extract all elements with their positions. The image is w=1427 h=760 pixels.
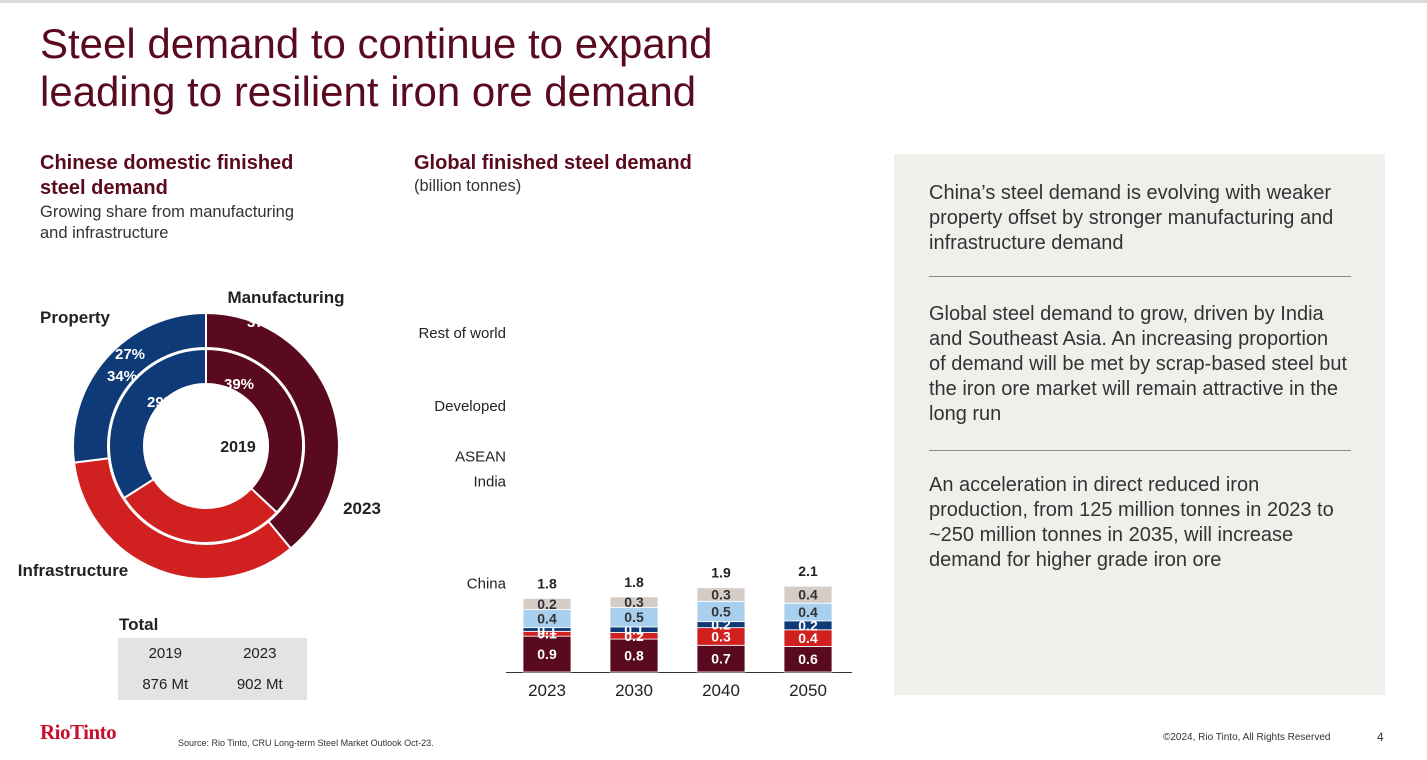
bar-value-label-2023-china: 0.9: [537, 646, 557, 662]
rio-tinto-logo: RioTinto: [40, 720, 117, 744]
bar-total-label-2040: 1.9: [711, 565, 731, 581]
donut-panel-title-line1: Chinese domestic finished: [40, 152, 294, 174]
key-point-divider-1: [929, 276, 1351, 277]
bar-value-label-2040-developed: 0.5: [711, 603, 731, 619]
total-value-2019: 876 Mt: [142, 676, 189, 693]
key-point-2: Global steel demand to grow, driven by I…: [929, 303, 1347, 425]
bar-segment-2030-china: [609, 638, 659, 673]
bar-value-label-2050-india: 0.4: [798, 630, 818, 646]
bar-value-label-2050-rest-of-world: 0.4: [798, 587, 818, 603]
donut-chart: 37%29%34%39%34%27%20192023ManufacturingI…: [18, 288, 381, 580]
donut-label-2023-property: 27%: [115, 346, 145, 363]
donut-panel-subtitle-line2: and infrastructure: [40, 224, 169, 242]
stacked-bar-chart: 0.90.10.10.40.21.820230.80.20.10.50.31.8…: [418, 325, 852, 700]
bar-total-label-2030: 1.8: [624, 574, 644, 590]
donut-label-2019-property: 34%: [107, 368, 137, 385]
key-point-3: An acceleration in direct reduced iron p…: [929, 474, 1334, 571]
bar-value-label-2050-china: 0.6: [798, 651, 818, 667]
donut-slice-2023-property: [72, 311, 207, 464]
bar-category-label-2040: 2040: [702, 681, 740, 700]
bar-value-label-2040-china: 0.7: [711, 651, 731, 667]
bar-total-label-2050: 2.1: [798, 563, 818, 579]
donut-panel-title-line2: steel demand: [40, 177, 168, 199]
donut-label-2023-manufacturing: 39%: [224, 376, 254, 393]
bar-value-label-2050-developed: 0.4: [798, 604, 818, 620]
bar-category-label-2030: 2030: [615, 681, 653, 700]
bar-total-label-2023: 1.8: [537, 575, 557, 591]
bar-legend-rest-of-world: Rest of world: [418, 325, 506, 342]
total-value-2023: 902 Mt: [236, 676, 283, 693]
donut-panel-title: Chinese domestic finished steel demand: [40, 151, 293, 201]
bar-legend-india: India: [473, 474, 506, 491]
bar-legend-developed: Developed: [434, 398, 506, 415]
donut-category-property: Property: [40, 308, 110, 327]
source-note: Source: Rio Tinto, CRU Long-term Steel M…: [178, 738, 434, 748]
bar-value-label-2023-rest-of-world: 0.2: [537, 596, 557, 612]
bar-value-label-2050-asean: 0.2: [798, 617, 818, 633]
page-title-line2: leading to resilient iron ore demand: [40, 68, 697, 115]
page-title: Steel demand to continue to expand leadi…: [40, 20, 880, 116]
bar-segment-2023-china: [522, 635, 572, 673]
bar-legend-asean: ASEAN: [455, 448, 506, 465]
donut-slice-2019-property: [108, 347, 207, 500]
bar-legend-china: China: [467, 575, 507, 592]
bar-category-label-2050: 2050: [789, 681, 827, 700]
donut-slice-2019-manufacturing: [205, 347, 304, 514]
donut-category-infrastructure: Infrastructure: [18, 561, 129, 580]
bar-value-label-2040-rest-of-world: 0.3: [711, 587, 731, 603]
donut-panel-subtitle: Growing share from manufacturing and inf…: [40, 202, 294, 244]
donut-label-2019-manufacturing: 37%: [247, 314, 277, 331]
bar-segment-2030-rest-of-world: [609, 596, 659, 608]
total-label: Total: [119, 615, 159, 634]
bar-panel-subtitle: (billion tonnes): [414, 177, 522, 195]
copyright-note: ©2024, Rio Tinto, All Rights Reserved: [1163, 732, 1331, 743]
page-number: 4: [1377, 730, 1384, 744]
total-header-2023: 2023: [243, 645, 277, 662]
total-table: 2019 2023 876 Mt 902 Mt: [118, 638, 307, 700]
bar-value-label-2030-rest-of-world: 0.3: [624, 594, 644, 610]
bar-segment-2050-rest-of-world: [783, 585, 833, 604]
bar-segment-2040-china: [696, 644, 746, 673]
donut-category-manufacturing: Manufacturing: [227, 288, 344, 307]
top-divider: [0, 0, 1427, 3]
donut-panel-subtitle-line1: Growing share from manufacturing: [40, 203, 295, 221]
donut-outer-ring-label: 2023: [343, 499, 381, 518]
key-point-divider-2: [929, 450, 1351, 451]
bar-value-label-2030-china: 0.8: [624, 648, 644, 664]
bar-panel-title: Global finished steel demand: [414, 152, 692, 174]
bar-category-label-2023: 2023: [528, 681, 566, 700]
bar-segment-2050-china: [783, 646, 833, 673]
bar-value-label-2040-india: 0.3: [711, 628, 731, 644]
page-title-line1: Steel demand to continue to expand: [40, 20, 713, 67]
bar-segment-2040-rest-of-world: [696, 587, 746, 602]
bar-segment-2023-rest-of-world: [522, 597, 572, 611]
bar-value-label-2030-developed: 0.5: [624, 609, 644, 625]
donut-label-2019-infrastructure: 29%: [147, 394, 177, 411]
donut-center-label: 2019: [220, 439, 256, 456]
total-header-2019: 2019: [148, 645, 182, 662]
key-points-panel: China’s steel demand is evolving with we…: [894, 154, 1385, 695]
key-point-1: China’s steel demand is evolving with we…: [929, 182, 1334, 254]
bar-value-label-2023-developed: 0.4: [537, 611, 557, 627]
